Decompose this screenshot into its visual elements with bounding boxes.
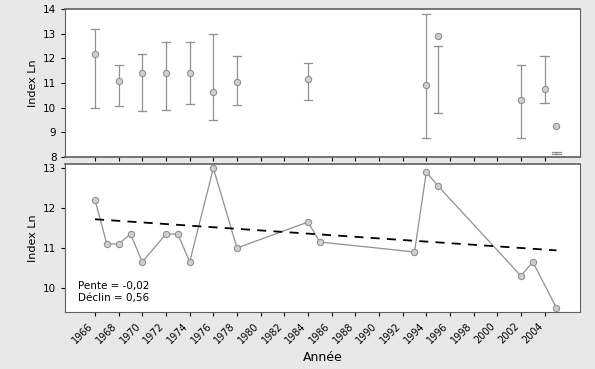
Y-axis label: Index Ln: Index Ln xyxy=(27,59,37,107)
X-axis label: Année: Année xyxy=(303,351,343,364)
Y-axis label: Index Ln: Index Ln xyxy=(27,214,37,262)
Text: Pente = -0,02
Déclin = 0,56: Pente = -0,02 Déclin = 0,56 xyxy=(79,281,150,303)
